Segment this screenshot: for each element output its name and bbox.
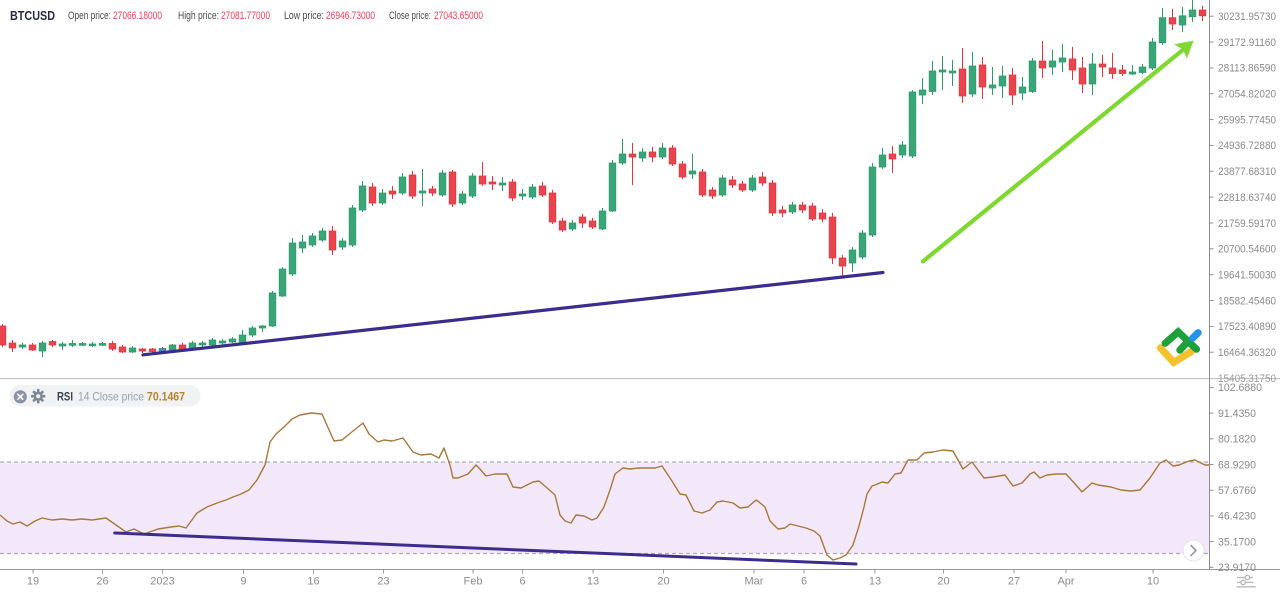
svg-text:23.9170: 23.9170 [1218,562,1256,574]
svg-text:29172.91160: 29172.91160 [1218,37,1276,49]
svg-text:46.4230: 46.4230 [1218,511,1256,523]
svg-text:6: 6 [519,576,525,588]
svg-text:68.9290: 68.9290 [1218,459,1256,471]
svg-text:16: 16 [307,576,319,588]
svg-text:19: 19 [27,576,39,588]
svg-text:57.6760: 57.6760 [1218,485,1256,497]
svg-text:22818.63740: 22818.63740 [1218,192,1276,204]
svg-text:25995.77450: 25995.77450 [1218,114,1276,126]
svg-text:102.6880: 102.6880 [1218,382,1262,394]
svg-text:27: 27 [1008,576,1020,588]
svg-text:27081.77000: 27081.77000 [221,10,270,22]
svg-text:35.1700: 35.1700 [1218,536,1256,548]
svg-text:Open price:: Open price: [68,10,111,22]
svg-text:91.4350: 91.4350 [1218,408,1256,420]
svg-text:23877.68310: 23877.68310 [1218,166,1276,178]
svg-text:27066.18000: 27066.18000 [113,10,162,22]
svg-text:16464.36320: 16464.36320 [1218,347,1276,359]
svg-text:15405.31750: 15405.31750 [1218,373,1276,385]
svg-text:Apr: Apr [1057,576,1074,588]
svg-text:26: 26 [96,576,108,588]
svg-text:26946.73000: 26946.73000 [326,10,375,22]
svg-text:High price:: High price: [178,10,219,22]
svg-text:2023: 2023 [150,576,174,588]
svg-text:17523.40890: 17523.40890 [1218,321,1276,333]
svg-text:19641.50030: 19641.50030 [1218,270,1276,282]
svg-text:RSI: RSI [57,390,73,404]
svg-text:70.1467: 70.1467 [147,390,185,404]
svg-text:20700.54600: 20700.54600 [1218,244,1276,256]
svg-text:Close price:: Close price: [389,10,431,22]
svg-text:6: 6 [801,576,807,588]
svg-text:13: 13 [587,576,599,588]
svg-text:Mar: Mar [745,576,764,588]
svg-text:24936.72880: 24936.72880 [1218,140,1276,152]
svg-text:BTCUSD: BTCUSD [10,8,55,23]
svg-text:Low price:: Low price: [284,10,324,22]
svg-text:Feb: Feb [464,576,483,588]
svg-text:21759.59170: 21759.59170 [1218,218,1276,230]
svg-text:30231.95730: 30231.95730 [1218,11,1276,23]
svg-text:80.1820: 80.1820 [1218,434,1256,446]
svg-text:20: 20 [657,576,669,588]
svg-text:9: 9 [240,576,246,588]
svg-text:27043.65000: 27043.65000 [434,10,483,22]
svg-text:20: 20 [937,576,949,588]
svg-text:27054.82020: 27054.82020 [1218,89,1276,101]
svg-text:13: 13 [869,576,881,588]
svg-text:18582.45460: 18582.45460 [1218,295,1276,307]
svg-text:10: 10 [1147,576,1159,588]
svg-text:14 Close price: 14 Close price [78,390,144,404]
svg-text:23: 23 [377,576,389,588]
svg-text:28113.86590: 28113.86590 [1218,63,1276,75]
